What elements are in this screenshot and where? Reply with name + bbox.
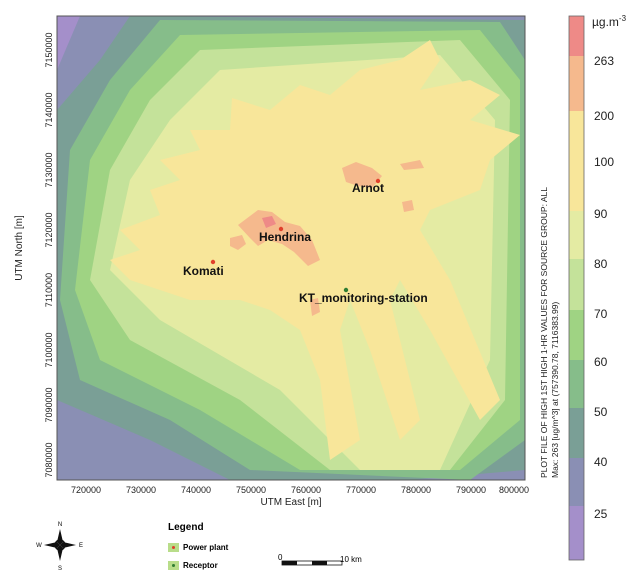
colorbar-swatch-200-263: [569, 56, 584, 111]
x-tick-label: 760000: [291, 485, 321, 495]
y-tick-label: 7140000: [44, 92, 54, 127]
contour-200-263: [230, 160, 424, 316]
arnot-marker[interactable]: [375, 178, 381, 184]
contour-above-263: [262, 216, 276, 228]
legend-item-power-plant: Power plant: [168, 543, 228, 552]
contour-layers: [57, 16, 525, 480]
colorbar-unit: µg.m-3: [592, 14, 627, 29]
legend-label-receptor: Receptor: [183, 561, 218, 570]
legend-label-power-plant: Power plant: [183, 543, 229, 552]
colorbar-swatch-25-40: [569, 506, 584, 560]
y-tick-label: 7150000: [44, 32, 54, 67]
x-tick-label: 740000: [181, 485, 211, 495]
y-axis-title: UTM North [m]: [14, 215, 25, 281]
y-tick-label: 7100000: [44, 332, 54, 367]
place-label-komati: Komati: [183, 264, 224, 278]
colorbar-label: 200: [594, 109, 614, 123]
scale-distance-label: 10 km: [340, 555, 362, 564]
colorbar-label: 80: [594, 257, 608, 271]
compass-n: N: [58, 522, 62, 528]
legend-title: Legend: [168, 522, 204, 533]
colorbar-swatch-60-70: [569, 360, 584, 408]
kt-monitoring-marker[interactable]: [343, 287, 349, 293]
legend-item-receptor: Receptor: [168, 561, 218, 570]
colorbar-label: 60: [594, 355, 608, 369]
colorbar-swatch-70-80: [569, 310, 584, 360]
colorbar-swatch-40-50: [569, 458, 584, 506]
x-tick-label: 730000: [126, 485, 156, 495]
x-axis: 720000 730000 740000 750000 760000 77000…: [71, 485, 529, 508]
colorbar-label: 263: [594, 54, 614, 68]
colorbar-swatch-80-90: [569, 259, 584, 310]
plot-description: PLOT FILE OF HIGH 1ST HIGH 1-HR VALUES F…: [539, 187, 549, 478]
colorbar-swatch-90-100: [569, 211, 584, 259]
x-tick-label: 770000: [346, 485, 376, 495]
plot-frame: [56, 15, 526, 481]
colorbar-label: 100: [594, 155, 614, 169]
colorbar-label: 25: [594, 507, 608, 521]
compass-w: W: [36, 543, 42, 549]
sources: Arnot Hendrina Komati KT_monitoring-stat…: [183, 178, 428, 305]
compass-e: E: [79, 543, 83, 549]
colorbar-frame: [568, 15, 585, 561]
receptor-swatch-icon: [168, 561, 179, 570]
scale-bar: [281, 560, 343, 566]
colorbar-swatch-50-60: [569, 408, 584, 458]
place-label-hendrina: Hendrina: [259, 230, 311, 244]
y-tick-label: 7120000: [44, 212, 54, 247]
colorbar-label: 50: [594, 405, 608, 419]
colorbar: µg.m-3 263 200 100 90 80 70 60 50 40 25: [568, 14, 627, 561]
x-tick-label: 780000: [401, 485, 431, 495]
colorbar-swatch-100-200: [569, 111, 584, 159]
x-tick-label: 720000: [71, 485, 101, 495]
y-axis: 7150000 7140000 7130000 7120000 7110000 …: [14, 32, 54, 477]
y-tick-label: 7080000: [44, 442, 54, 477]
x-tick-label: 790000: [456, 485, 486, 495]
max-value-note: Max: 263 [ug/m^3] at (757390.78, 7116383…: [550, 302, 560, 478]
y-tick-label: 7090000: [44, 387, 54, 422]
colorbar-label: 70: [594, 307, 608, 321]
y-tick-label: 7110000: [44, 273, 54, 307]
colorbar-swatch-100: [569, 159, 584, 211]
power-plant-swatch-icon: [168, 543, 179, 552]
hendrina-marker[interactable]: [278, 226, 284, 232]
colorbar-swatch-above-263: [569, 16, 584, 56]
scale-zero-label: 0: [278, 553, 283, 562]
compass-rose-icon: N S W E: [36, 522, 83, 572]
x-tick-label: 750000: [236, 485, 266, 495]
colorbar-label: 90: [594, 207, 608, 221]
compass-s: S: [58, 566, 62, 572]
colorbar-label: 40: [594, 455, 608, 469]
place-label-arnot: Arnot: [352, 181, 384, 195]
place-label-kt-monitoring: KT_monitoring-station: [299, 291, 428, 305]
x-axis-title: UTM East [m]: [260, 497, 321, 508]
y-tick-label: 7130000: [44, 152, 54, 187]
x-tick-label: 800000: [499, 485, 529, 495]
komati-marker[interactable]: [210, 259, 216, 265]
